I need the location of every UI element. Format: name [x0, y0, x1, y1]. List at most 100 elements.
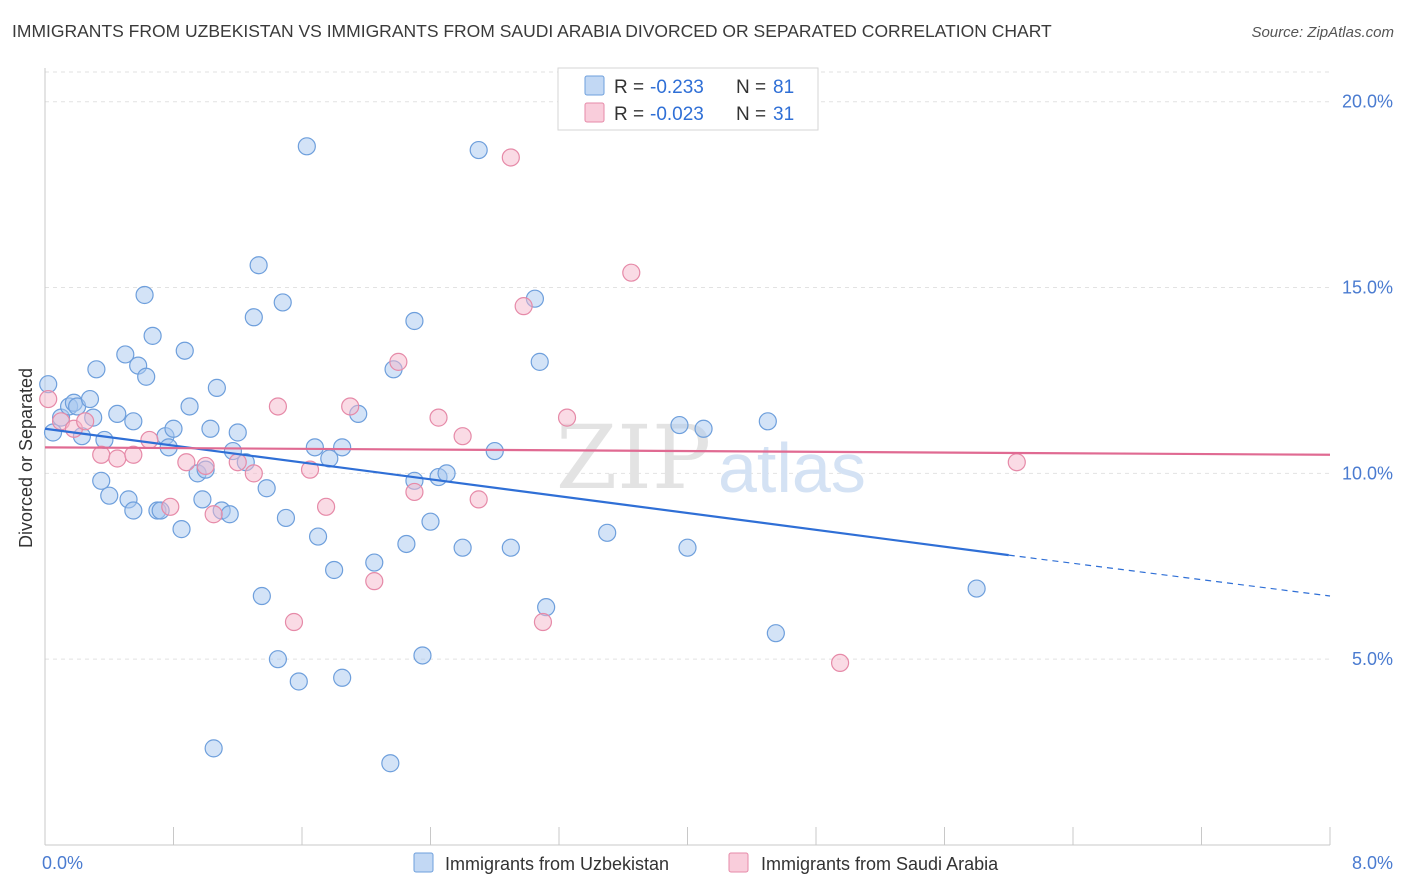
saudi-arabia-point-21	[405, 482, 424, 502]
saudi-arabia-point-15	[284, 612, 304, 632]
saudi-arabia-point-5	[108, 449, 127, 468]
legend-n-label-saudi-arabia: N =	[736, 104, 766, 125]
series-legend-label-uzbekistan: Immigrants from Uzbekistan	[445, 854, 669, 874]
saudi-arabia-trend-line	[44, 446, 1331, 456]
uzbekistan-point-65	[469, 140, 488, 160]
saudi-arabia-point-13	[244, 464, 263, 483]
uzbekistan-point-74	[694, 419, 713, 438]
uzbekistan-point-10	[92, 471, 111, 490]
uzbekistan-point-28	[180, 397, 199, 416]
saudi-arabia-point-28	[557, 408, 577, 427]
legend-r-label-saudi-arabia: R =	[614, 104, 644, 125]
y-tick-label-5: 5.0%	[1352, 649, 1393, 669]
uzbekistan-point-51	[325, 560, 344, 580]
uzbekistan-points	[39, 137, 986, 773]
uzbekistan-point-33	[207, 378, 226, 397]
uzbekistan-point-19	[137, 367, 156, 386]
uzbekistan-point-9	[87, 360, 106, 379]
uzbekistan-point-44	[273, 293, 292, 312]
saudi-arabia-point-8	[161, 497, 180, 516]
y-tick-label-15: 15.0%	[1342, 278, 1393, 298]
uzbekistan-point-45	[276, 508, 296, 528]
uzbekistan-point-26	[172, 520, 191, 539]
series-legend-swatch-saudi-arabia	[728, 852, 749, 873]
y-tick-labels: 5.0% 10.0% 15.0% 20.0%	[1342, 92, 1393, 669]
uzbekistan-point-40	[249, 256, 268, 275]
uzbekistan-point-20	[143, 326, 162, 345]
uzbekistan-trend-line	[44, 427, 1009, 557]
uzbekistan-point-72	[670, 415, 689, 435]
legend-r-value-saudi-arabia: -0.023	[650, 104, 704, 125]
legend-swatch-uzbekistan	[584, 75, 605, 96]
saudi-arabia-point-6	[124, 445, 143, 464]
uzbekistan-point-43	[268, 650, 288, 669]
uzbekistan-point-37	[228, 423, 247, 442]
saudi-arabia-point-12	[228, 453, 247, 472]
saudi-arabia-point-18	[341, 397, 360, 416]
uzbekistan-point-52	[333, 438, 352, 457]
x-tick-label-min: 0.0%	[42, 853, 83, 873]
uzbekistan-point-49	[308, 527, 328, 546]
saudi-arabia-points	[39, 148, 1026, 672]
uzbekistan-point-76	[766, 624, 785, 643]
trend-lines	[44, 427, 1331, 597]
legend-r-value-uzbekistan: -0.233	[650, 77, 704, 98]
uzbekistan-point-53	[333, 668, 352, 687]
uzbekistan-point-16	[124, 412, 143, 431]
uzbekistan-point-35	[220, 505, 239, 524]
saudi-arabia-point-22	[429, 408, 448, 427]
uzbekistan-point-61	[421, 512, 440, 531]
uzbekistan-point-58	[397, 534, 416, 554]
uzbekistan-point-14	[116, 345, 135, 364]
x-tick-label-max: 8.0%	[1352, 853, 1393, 873]
saudi-arabia-point-3	[76, 412, 95, 431]
uzbekistan-point-41	[252, 586, 271, 606]
series-legend-label-saudi-arabia: Immigrants from Saudi Arabia	[761, 854, 999, 874]
saudi-arabia-point-26	[514, 297, 533, 316]
uzbekistan-point-69	[530, 352, 549, 371]
legend-r-label-uzbekistan: R =	[614, 77, 644, 98]
saudi-arabia-point-30	[830, 653, 850, 672]
uzbekistan-point-78	[204, 739, 223, 758]
saudi-arabia-point-11	[204, 505, 223, 524]
uzbekistan-point-27	[175, 341, 194, 360]
uzbekistan-point-25	[164, 419, 183, 438]
saudi-arabia-point-20	[389, 352, 408, 371]
chart-title: IMMIGRANTS FROM UZBEKISTAN VS IMMIGRANTS…	[12, 21, 1052, 41]
series-legend: Immigrants from Uzbekistan Immigrants fr…	[413, 852, 999, 874]
saudi-arabia-point-17	[316, 497, 336, 516]
saudi-arabia-point-23	[453, 427, 472, 446]
saudi-arabia-point-25	[501, 148, 520, 167]
saudi-arabia-point-31	[1007, 453, 1026, 472]
uzbekistan-point-32	[201, 419, 220, 438]
uzbekistan-point-18	[135, 285, 154, 305]
uzbekistan-point-79	[124, 501, 143, 520]
uzbekistan-point-11	[95, 430, 114, 450]
legend-n-value-saudi-arabia: 31	[773, 104, 794, 125]
uzbekistan-point-63	[437, 464, 456, 483]
uzbekistan-point-67	[501, 538, 520, 557]
uzbekistan-point-46	[289, 672, 308, 691]
uzbekistan-point-39	[244, 308, 263, 327]
uzbekistan-point-77	[967, 579, 986, 598]
uzbekistan-trend-extension	[1008, 554, 1331, 597]
chart-source: Source: ZipAtlas.com	[1251, 24, 1394, 41]
uzbekistan-point-59	[405, 311, 424, 331]
watermark-atlas: atlas	[718, 429, 866, 507]
saudi-arabia-point-10	[196, 456, 215, 476]
uzbekistan-point-7	[80, 389, 100, 409]
legend-n-label-uzbekistan: N =	[736, 77, 766, 98]
saudi-arabia-point-14	[268, 397, 288, 416]
legend-swatch-saudi-arabia	[584, 102, 605, 123]
series-legend-swatch-uzbekistan	[413, 852, 434, 873]
legend-n-value-uzbekistan: 81	[773, 77, 794, 98]
axes	[44, 68, 1331, 846]
saudi-arabia-point-7	[140, 430, 159, 450]
saudi-arabia-point-24	[469, 490, 488, 509]
uzbekistan-point-71	[598, 523, 617, 542]
uzbekistan-point-12	[100, 486, 119, 505]
uzbekistan-point-60	[413, 646, 432, 665]
stats-legend: R = -0.233 N = 81 R = -0.023 N = 31	[557, 67, 819, 131]
uzbekistan-point-42	[257, 479, 276, 498]
